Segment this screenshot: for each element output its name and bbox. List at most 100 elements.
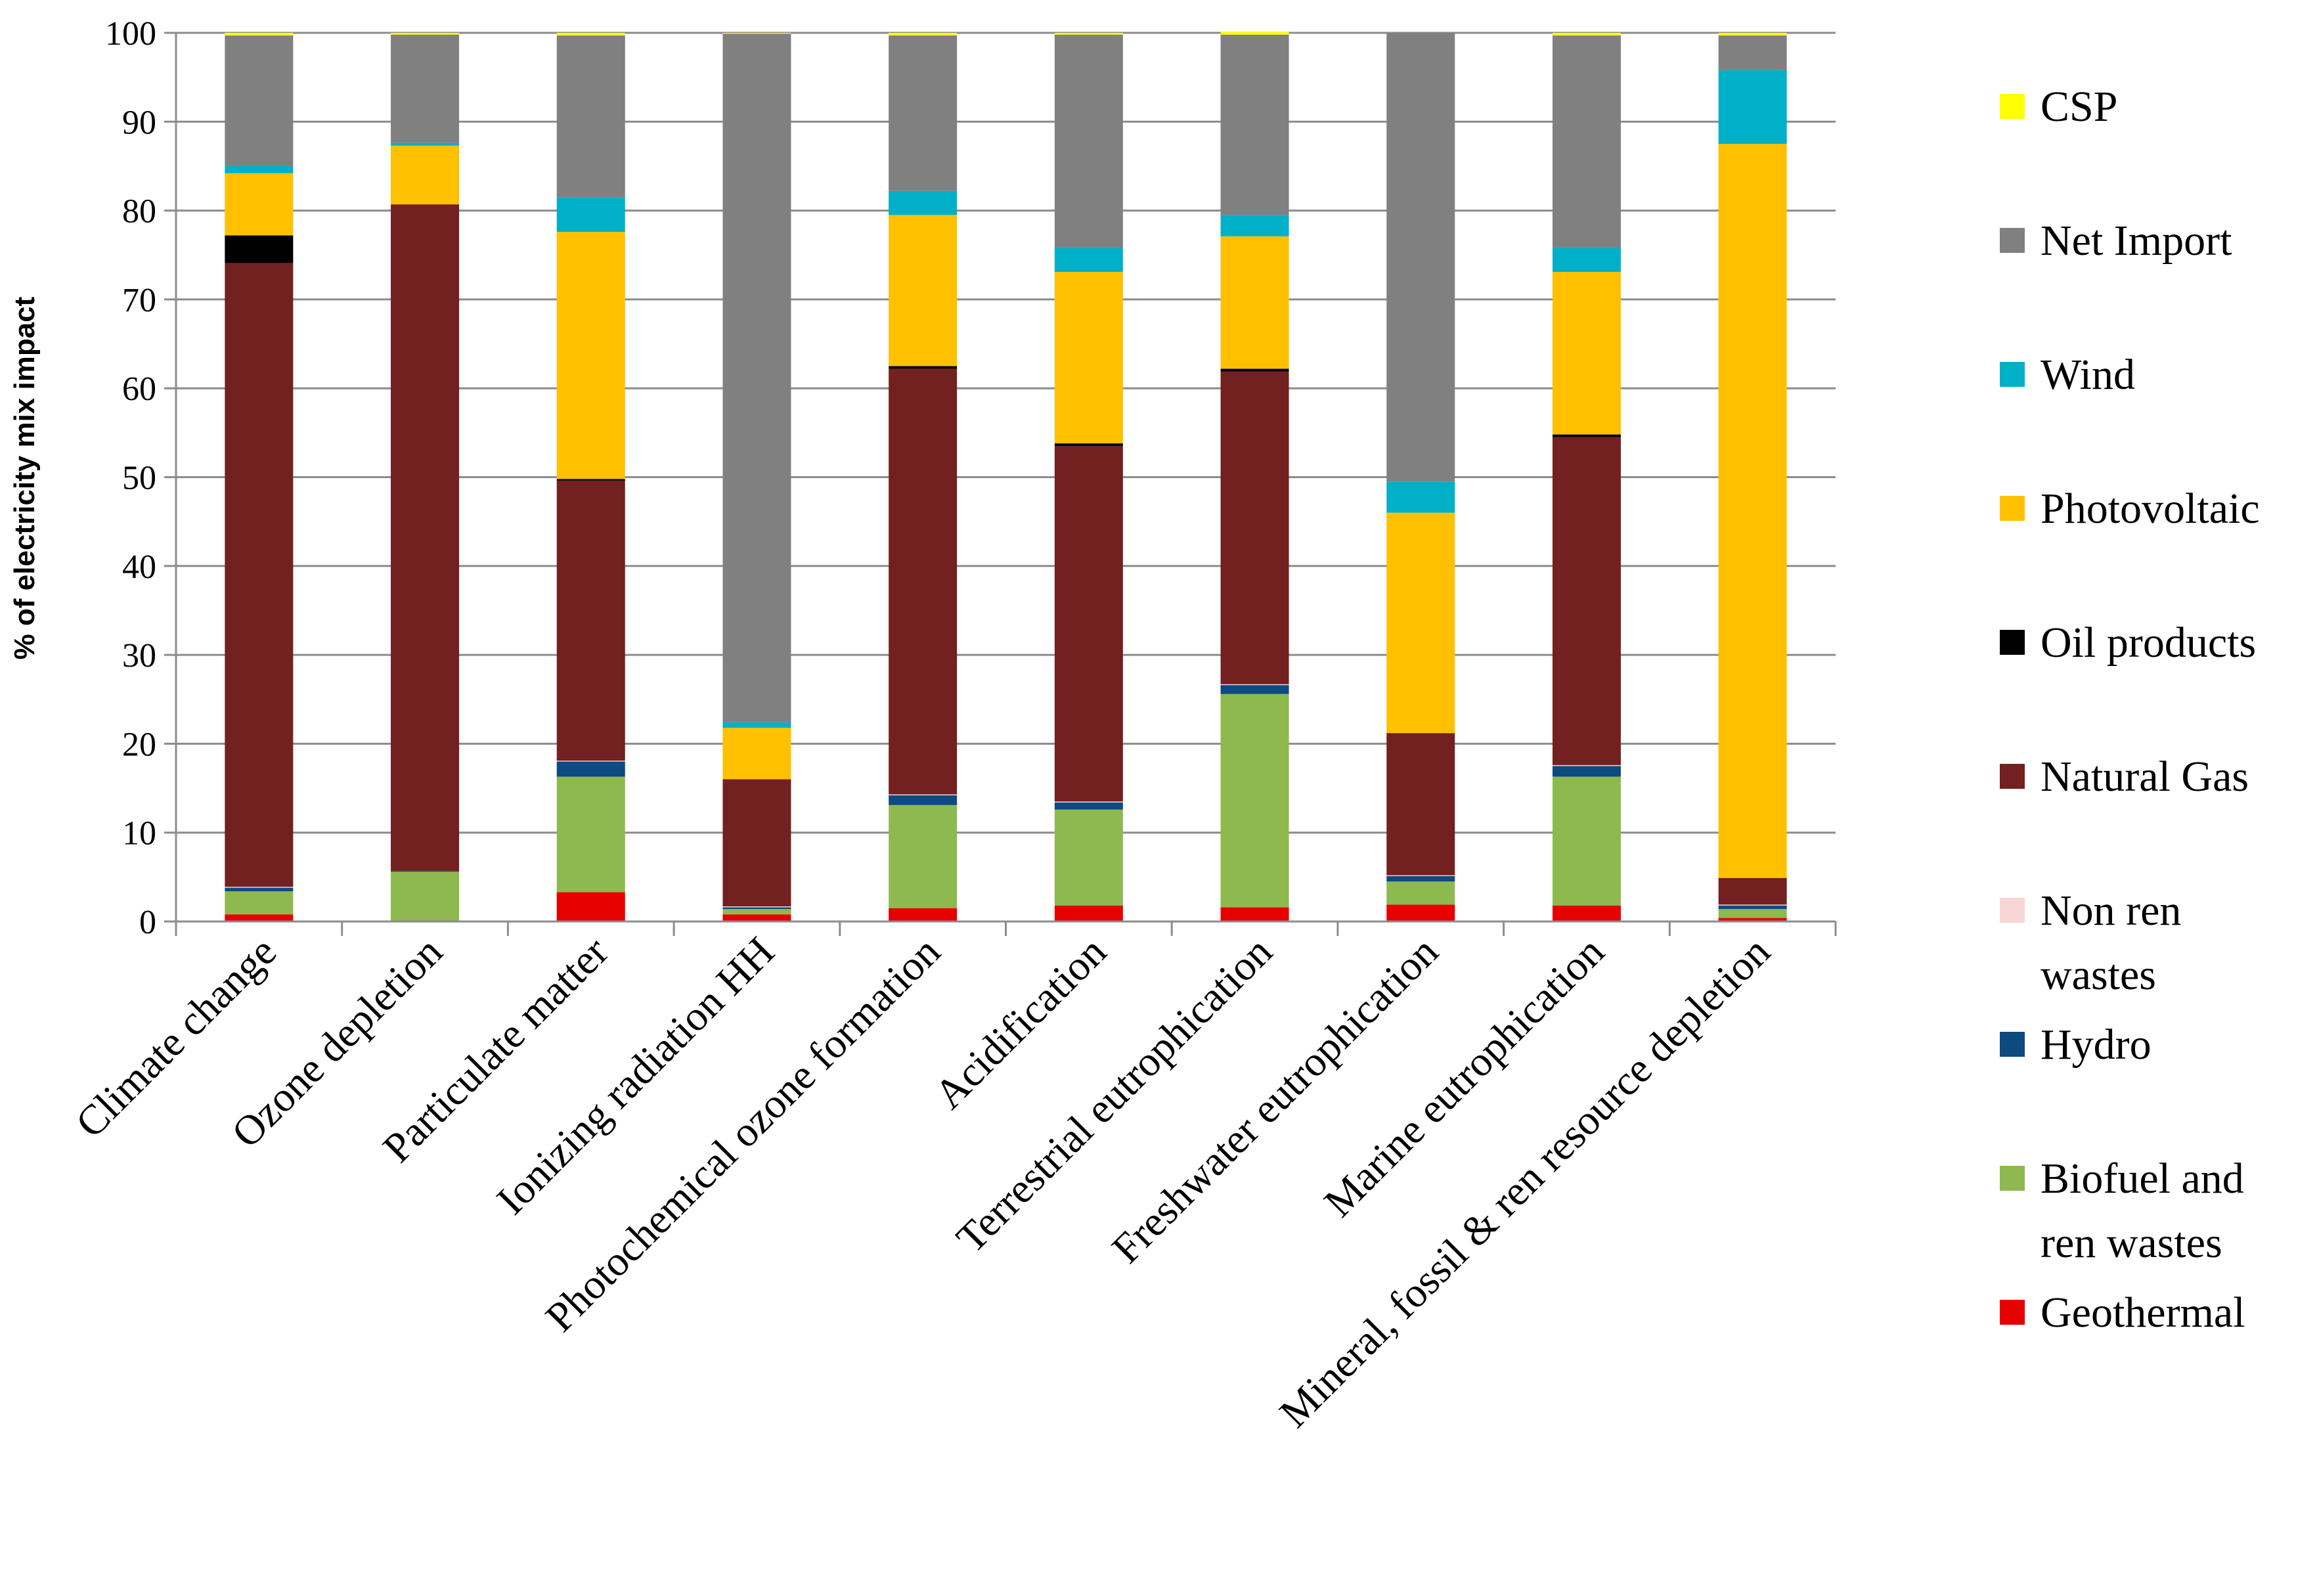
bar-segment <box>1054 34 1123 248</box>
bar-segment <box>391 870 460 872</box>
bar-segment <box>225 35 294 166</box>
bar-segment <box>1220 368 1289 372</box>
bar-segment <box>722 909 791 915</box>
bar-segment <box>556 776 625 893</box>
bar-segment <box>1386 33 1455 482</box>
legend-label: ren wastes <box>2041 1219 2222 1267</box>
bar-segment <box>889 805 958 908</box>
legend-swatch <box>2000 1032 2025 1057</box>
bar-segment <box>391 872 460 921</box>
legend-item: Oil products <box>2000 619 2256 667</box>
bar-segment <box>889 908 958 921</box>
legend: CSP Net Import Wind Photovoltaic Oil product… <box>2000 83 2260 1337</box>
bar-segment <box>1054 802 1123 810</box>
legend-label: Hydro <box>2041 1021 2152 1069</box>
legend-item: Natural Gas <box>2000 753 2249 801</box>
bar-segment <box>225 166 294 173</box>
bar-segment <box>1220 694 1289 908</box>
bar-segment <box>556 232 625 479</box>
bar-stack <box>1718 33 1787 921</box>
bar-segment <box>225 914 294 921</box>
legend-item: Non ren wastes <box>2000 887 2181 999</box>
bar-segment <box>1220 907 1289 921</box>
bar-segment <box>722 907 791 910</box>
bar-segment <box>1718 877 1787 905</box>
bar-segment <box>225 891 294 915</box>
bar-segment <box>1220 34 1289 215</box>
bar-segment <box>225 33 294 36</box>
bar-segment <box>1386 904 1455 921</box>
bar-segment <box>556 892 625 921</box>
bar-segment <box>1054 801 1123 803</box>
legend-label: Wind <box>2041 351 2135 399</box>
bar-segment <box>889 190 958 215</box>
bar-segment <box>722 906 791 908</box>
bar-segment <box>1054 248 1123 272</box>
bar-segment <box>1718 33 1787 36</box>
legend-item: Biofuel and ren wastes <box>2000 1155 2244 1267</box>
y-tick-label: 40 <box>122 548 156 586</box>
bar-segment <box>1054 443 1123 447</box>
bar-segment <box>1386 881 1455 905</box>
bar-segment <box>1552 765 1621 766</box>
bar-segment <box>391 33 460 35</box>
bar-segment <box>722 779 791 906</box>
bar-segment <box>889 368 958 795</box>
bar-segment <box>391 34 460 143</box>
legend-swatch <box>2000 898 2025 923</box>
bar-segment <box>1552 776 1621 906</box>
y-tick-label: 90 <box>122 104 156 141</box>
bar-segment <box>1718 70 1787 144</box>
bar-segment <box>1220 32 1289 35</box>
bar-segment <box>225 173 294 236</box>
bar-segment <box>1552 33 1621 36</box>
y-tick-label: 0 <box>139 904 156 941</box>
bar-segment <box>225 235 294 263</box>
bar-segment <box>722 722 791 728</box>
bar-segment <box>1220 684 1289 686</box>
bar-segment <box>1718 144 1787 878</box>
bar-stack <box>1054 33 1123 921</box>
y-tick-label: 20 <box>122 726 156 763</box>
bar-stack <box>391 33 460 921</box>
bar-segment <box>889 366 958 369</box>
y-tick-label: 30 <box>122 637 156 675</box>
legend-label: Photovoltaic <box>2041 485 2260 533</box>
bar-segment <box>1718 35 1787 70</box>
legend-item: CSP <box>2000 83 2117 131</box>
bar-stack <box>1386 33 1455 921</box>
bar-segment <box>556 197 625 233</box>
bar-segment <box>556 479 625 481</box>
bar-stack <box>889 33 958 921</box>
legend-swatch <box>2000 228 2025 253</box>
legend-label: wastes <box>2041 951 2156 999</box>
legend-label: CSP <box>2041 83 2117 131</box>
bar-segment <box>225 263 294 887</box>
bar-segment <box>889 795 958 805</box>
legend-label: Geothermal <box>2041 1289 2245 1337</box>
bar-segment <box>1054 809 1123 906</box>
bar-segment <box>1552 248 1621 272</box>
bar-stack <box>1552 33 1621 921</box>
bar-segment <box>1552 271 1621 435</box>
legend-label: Net Import <box>2041 217 2232 265</box>
bar-stack <box>1220 32 1289 921</box>
bar-segment <box>1718 909 1787 918</box>
legend-item: Hydro <box>2000 1021 2152 1069</box>
bar-segment <box>556 761 625 777</box>
bar-segment <box>391 145 460 205</box>
legend-swatch <box>2000 1300 2025 1325</box>
bar-segment <box>1552 434 1621 437</box>
bar-segment <box>391 143 460 146</box>
legend-item: Photovoltaic <box>2000 485 2260 533</box>
bar-segment <box>1552 35 1621 248</box>
bar-segment <box>722 914 791 921</box>
legend-swatch <box>2000 1166 2025 1191</box>
bar-segment <box>1552 437 1621 765</box>
bar-segment <box>1718 918 1787 921</box>
bar-segment <box>1718 905 1787 910</box>
legend-swatch <box>2000 630 2025 655</box>
bar-segment <box>556 480 625 761</box>
